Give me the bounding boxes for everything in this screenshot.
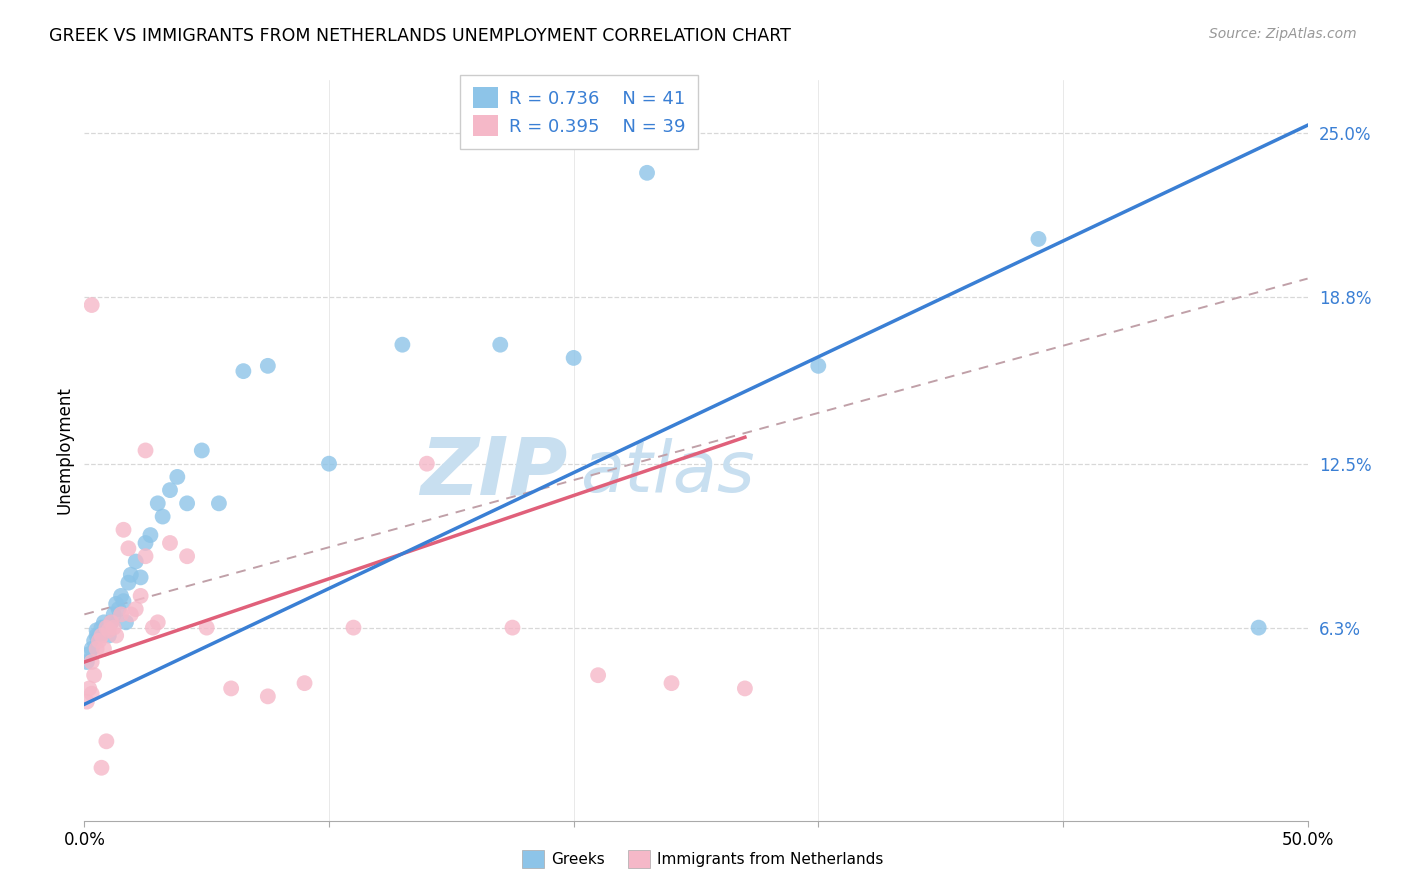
Point bbox=[120, 607, 142, 622]
Point bbox=[159, 536, 181, 550]
Point bbox=[100, 615, 122, 630]
Point bbox=[96, 734, 118, 748]
Point bbox=[93, 615, 115, 630]
Point bbox=[96, 621, 118, 635]
Point bbox=[1028, 232, 1050, 246]
Point bbox=[90, 761, 112, 775]
Point bbox=[76, 655, 98, 669]
Point bbox=[83, 668, 105, 682]
Text: GREEK VS IMMIGRANTS FROM NETHERLANDS UNEMPLOYMENT CORRELATION CHART: GREEK VS IMMIGRANTS FROM NETHERLANDS UNE… bbox=[49, 27, 792, 45]
Point bbox=[90, 629, 112, 643]
Point bbox=[195, 621, 218, 635]
Point bbox=[176, 496, 198, 510]
Point bbox=[139, 528, 162, 542]
Point bbox=[502, 621, 524, 635]
Point bbox=[107, 602, 129, 616]
Point bbox=[76, 695, 98, 709]
Point bbox=[80, 655, 103, 669]
Point bbox=[489, 337, 512, 351]
Point bbox=[391, 337, 413, 351]
Point bbox=[232, 364, 254, 378]
Point bbox=[636, 166, 658, 180]
Point bbox=[80, 687, 103, 701]
Text: atlas: atlas bbox=[579, 438, 755, 508]
Point bbox=[807, 359, 830, 373]
Point bbox=[166, 470, 188, 484]
Point bbox=[142, 621, 165, 635]
Point bbox=[342, 621, 364, 635]
Point bbox=[97, 624, 120, 638]
Point bbox=[159, 483, 181, 497]
Y-axis label: Unemployment: Unemployment bbox=[55, 386, 73, 515]
Point bbox=[135, 536, 157, 550]
Point bbox=[294, 676, 316, 690]
Point bbox=[135, 549, 157, 564]
Point bbox=[661, 676, 683, 690]
Point bbox=[87, 629, 110, 643]
Point bbox=[86, 624, 108, 638]
Point bbox=[97, 629, 120, 643]
Legend: Greeks, Immigrants from Netherlands: Greeks, Immigrants from Netherlands bbox=[515, 843, 891, 875]
Point bbox=[125, 602, 148, 616]
Point bbox=[90, 621, 112, 635]
Point bbox=[103, 607, 125, 622]
Point bbox=[105, 597, 128, 611]
Point bbox=[176, 549, 198, 564]
Legend: R = 0.736    N = 41, R = 0.395    N = 39: R = 0.736 N = 41, R = 0.395 N = 39 bbox=[460, 75, 699, 149]
Point bbox=[103, 621, 125, 635]
Point bbox=[257, 690, 280, 704]
Point bbox=[120, 567, 142, 582]
Point bbox=[219, 681, 242, 696]
Point bbox=[77, 681, 100, 696]
Point bbox=[318, 457, 340, 471]
Point bbox=[416, 457, 439, 471]
Point bbox=[105, 629, 128, 643]
Point bbox=[125, 555, 148, 569]
Point bbox=[117, 541, 139, 556]
Point bbox=[112, 594, 135, 608]
Point bbox=[1247, 621, 1270, 635]
Point bbox=[115, 615, 138, 630]
Point bbox=[112, 523, 135, 537]
Text: ZIP: ZIP bbox=[420, 434, 568, 512]
Point bbox=[146, 615, 169, 630]
Text: Source: ZipAtlas.com: Source: ZipAtlas.com bbox=[1209, 27, 1357, 41]
Point bbox=[96, 621, 118, 635]
Point bbox=[129, 589, 152, 603]
Point bbox=[152, 509, 174, 524]
Point bbox=[80, 641, 103, 656]
Point bbox=[257, 359, 280, 373]
Point bbox=[83, 633, 105, 648]
Point bbox=[100, 615, 122, 630]
Point bbox=[86, 629, 108, 643]
Point bbox=[80, 298, 103, 312]
Point bbox=[110, 607, 132, 622]
Point bbox=[146, 496, 169, 510]
Point bbox=[77, 647, 100, 661]
Point bbox=[734, 681, 756, 696]
Point bbox=[86, 641, 108, 656]
Point bbox=[191, 443, 214, 458]
Point bbox=[87, 633, 110, 648]
Point bbox=[208, 496, 231, 510]
Point bbox=[93, 641, 115, 656]
Point bbox=[135, 443, 157, 458]
Point bbox=[117, 575, 139, 590]
Point bbox=[129, 570, 152, 584]
Point bbox=[562, 351, 585, 365]
Point bbox=[110, 589, 132, 603]
Point bbox=[586, 668, 609, 682]
